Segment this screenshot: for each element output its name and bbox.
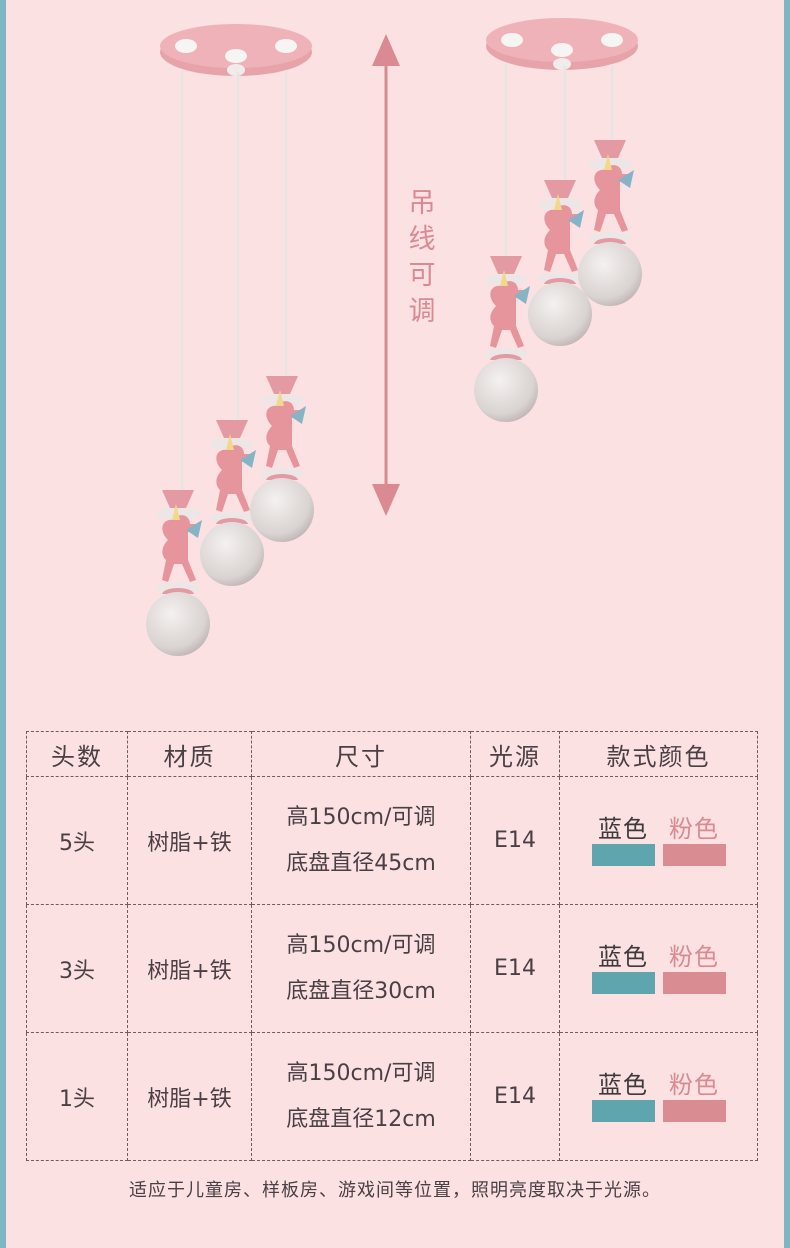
cell-heads: 3头	[26, 904, 128, 1033]
cell-light-source: E14	[470, 904, 560, 1033]
pink-label: 粉色	[669, 1071, 719, 1099]
pink-color-bar	[662, 844, 726, 866]
blue-color-bar	[591, 1100, 655, 1122]
pink-swatch[interactable]: 粉色	[662, 943, 726, 994]
pink-label: 粉色	[669, 815, 719, 843]
header-size: 尺寸	[251, 731, 471, 777]
blue-label: 蓝色	[598, 943, 648, 971]
adjustable-char: 可	[408, 260, 436, 291]
size-diameter: 底盘直径30cm	[286, 978, 436, 1004]
pink-swatch[interactable]: 粉色	[662, 815, 726, 866]
cell-light-source: E14	[470, 1032, 560, 1161]
table-row: 3头 树脂+铁 高150cm/可调 底盘直径30cm E14 蓝色 粉色	[26, 904, 758, 1033]
cell-style-color: 蓝色 粉色	[559, 776, 758, 905]
pink-color-bar	[662, 972, 726, 994]
table-header-row: 头数 材质 尺寸 光源 款式颜色	[26, 731, 758, 777]
left-lamp-canopy	[160, 24, 312, 76]
right-border-strip	[784, 0, 790, 1248]
blue-label: 蓝色	[598, 1071, 648, 1099]
header-style-color: 款式颜色	[559, 731, 758, 777]
adjustable-char: 吊	[408, 188, 436, 219]
table-row: 5头 树脂+铁 高150cm/可调 底盘直径45cm E14 蓝色 粉色	[26, 776, 758, 905]
blue-color-bar	[591, 972, 655, 994]
pink-swatch[interactable]: 粉色	[662, 1071, 726, 1122]
adjustable-cord-label: 吊 线 可 调	[402, 186, 442, 330]
size-height: 高150cm/可调	[286, 1060, 436, 1086]
cell-material: 树脂+铁	[127, 1032, 252, 1161]
cell-heads: 1头	[26, 1032, 128, 1161]
adjustable-char: 线	[408, 224, 436, 255]
cell-size: 高150cm/可调 底盘直径45cm	[251, 776, 471, 905]
blue-swatch[interactable]: 蓝色	[591, 815, 655, 866]
blue-label: 蓝色	[598, 815, 648, 843]
cell-material: 树脂+铁	[127, 904, 252, 1033]
cell-light-source: E14	[470, 776, 560, 905]
table-row: 1头 树脂+铁 高150cm/可调 底盘直径12cm E14 蓝色 粉色	[26, 1032, 758, 1161]
cell-heads: 5头	[26, 776, 128, 905]
size-height: 高150cm/可调	[286, 804, 436, 830]
header-heads: 头数	[26, 731, 128, 777]
header-light-source: 光源	[470, 731, 560, 777]
blue-color-bar	[591, 844, 655, 866]
blue-swatch[interactable]: 蓝色	[591, 943, 655, 994]
size-height: 高150cm/可调	[286, 932, 436, 958]
header-material: 材质	[127, 731, 252, 777]
pink-color-bar	[662, 1100, 726, 1122]
size-diameter: 底盘直径12cm	[286, 1106, 436, 1132]
cell-size: 高150cm/可调 底盘直径30cm	[251, 904, 471, 1033]
right-lamp-canopy	[486, 18, 638, 70]
cell-style-color: 蓝色 粉色	[559, 1032, 758, 1161]
cell-style-color: 蓝色 粉色	[559, 904, 758, 1033]
cell-size: 高150cm/可调 底盘直径12cm	[251, 1032, 471, 1161]
left-border-strip	[0, 0, 6, 1248]
pink-label: 粉色	[669, 943, 719, 971]
unicorn-pendant-lamp-illustration	[146, 18, 642, 656]
usage-footnote: 适应于儿童房、样板房、游戏间等位置，照明亮度取决于光源。	[129, 1180, 661, 1201]
adjustable-char: 调	[408, 296, 436, 327]
blue-swatch[interactable]: 蓝色	[591, 1071, 655, 1122]
cell-material: 树脂+铁	[127, 776, 252, 905]
spec-table: 头数 材质 尺寸 光源 款式颜色 5头 树脂+铁 高150cm/可调 底盘直径4…	[26, 731, 758, 1161]
double-arrow-icon	[372, 34, 400, 516]
size-diameter: 底盘直径45cm	[286, 850, 436, 876]
